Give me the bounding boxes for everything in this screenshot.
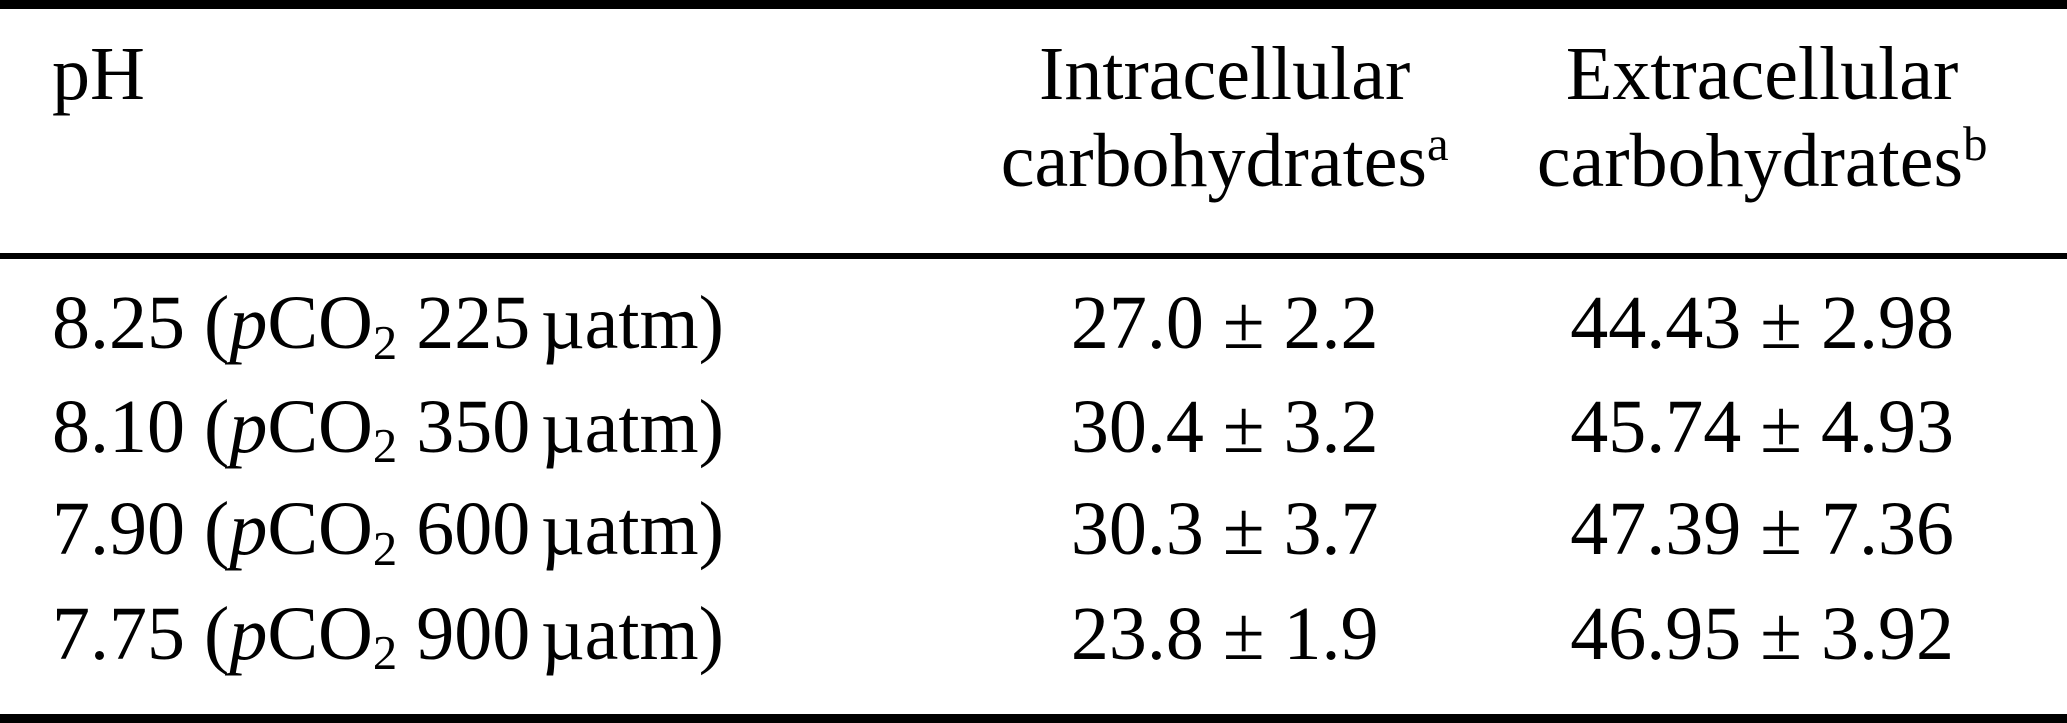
pco2-co-label: CO [267,280,373,365]
header-row: pH Intracellular carbohydratesa Extracell… [0,9,2067,259]
table-row: 8.25 (pCO2 225 µatm) 27.0 ± 2.2 44.43 ± 2… [0,256,2067,376]
table-top-rule [0,0,2067,9]
intracellular-value: 30.4 ± 3.2 [1070,384,1379,469]
uatm-unit: µatm) [540,591,724,676]
table-row: 7.90 (pCO2 600 µatm) 30.3 ± 3.7 47.39 ± 7… [0,479,2067,581]
pco2-value: 900 [416,591,531,676]
extracellular-value-cell: 44.43 ± 2.98 [1457,256,2067,376]
pco2-subscript-two: 2 [372,419,398,474]
uatm-unit: µatm) [540,280,724,365]
pco2-value: 225 [416,280,531,365]
intracellular-header-line1: Intracellular [1039,32,1411,116]
extracellular-value-cell: 46.95 ± 3.92 [1457,581,2067,714]
intracellular-value-cell: 30.3 ± 3.7 [992,479,1457,581]
pco2-p-italic: p [229,384,268,469]
ph-value: 7.90 [52,487,185,572]
ph-cell: 8.25 (pCO2 225 µatm) [0,256,992,376]
ph-header-label: pH [52,32,145,116]
pco2-p-italic: p [229,591,268,676]
col-header-ph: pH [0,9,993,259]
intracellular-value-cell: 27.0 ± 2.2 [992,256,1457,376]
intracellular-value-cell: 23.8 ± 1.9 [992,581,1457,714]
extracellular-value-cell: 47.39 ± 7.36 [1457,479,2067,581]
intracellular-value: 27.0 ± 2.2 [1070,280,1379,365]
pco2-condition: (pCO2 350 µatm) [204,384,724,471]
pco2-subscript-two: 2 [372,521,398,576]
extracellular-value: 45.74 ± 4.93 [1570,384,1954,469]
uatm-unit: µatm) [540,384,724,469]
pco2-condition: (pCO2 225 µatm) [204,280,724,367]
extracellular-value: 47.39 ± 7.36 [1570,487,1954,572]
extracellular-value: 44.43 ± 2.98 [1570,280,1954,365]
pco2-condition: (pCO2 900 µatm) [204,591,724,678]
intracellular-header-line2: carbohydrates [1000,119,1428,204]
intracellular-value: 30.3 ± 3.7 [1070,487,1379,572]
paren-open: ( [204,384,230,469]
ph-value: 8.10 [52,384,185,469]
pco2-value: 350 [416,384,531,469]
intracellular-value: 23.8 ± 1.9 [1070,591,1379,676]
pco2-co-label: CO [267,591,373,676]
paren-open: ( [204,591,230,676]
table-bottom-rule [0,714,2067,723]
pco2-value: 600 [416,487,531,572]
pco2-p-italic: p [229,280,268,365]
footnote-marker-a: a [1427,116,1449,171]
intracellular-value-cell: 30.4 ± 3.2 [992,376,1457,478]
carbohydrates-table: pH Intracellular carbohydratesa Extracell… [0,9,2067,714]
extracellular-value: 46.95 ± 3.92 [1570,591,1954,676]
extracellular-value-cell: 45.74 ± 4.93 [1457,376,2067,478]
ph-value: 7.75 [52,591,185,676]
ph-value: 8.25 [52,280,185,365]
ph-cell: 8.10 (pCO2 350 µatm) [0,376,992,478]
extracellular-header-line1: Extracellular [1565,32,1959,116]
ph-cell: 7.75 (pCO2 900 µatm) [0,581,992,714]
pco2-p-italic: p [229,487,268,572]
pco2-co-label: CO [267,384,373,469]
pco2-co-label: CO [267,487,373,572]
pco2-subscript-two: 2 [372,315,398,370]
col-header-extracellular: Extracellular carbohydratesb [1457,9,2067,259]
ph-cell: 7.90 (pCO2 600 µatm) [0,479,992,581]
pco2-subscript-two: 2 [372,626,398,681]
col-header-intracellular: Intracellular carbohydratesa [992,9,1458,259]
uatm-unit: µatm) [540,487,724,572]
table-row: 7.75 (pCO2 900 µatm) 23.8 ± 1.9 46.95 ± 3… [0,581,2067,714]
paren-open: ( [204,280,230,365]
table-row: 8.10 (pCO2 350 µatm) 30.4 ± 3.2 45.74 ± 4… [0,376,2067,478]
paren-open: ( [204,487,230,572]
footnote-marker-b: b [1963,116,1988,171]
extracellular-header-line2: carbohydrates [1536,119,1964,204]
pco2-condition: (pCO2 600 µatm) [204,487,724,573]
